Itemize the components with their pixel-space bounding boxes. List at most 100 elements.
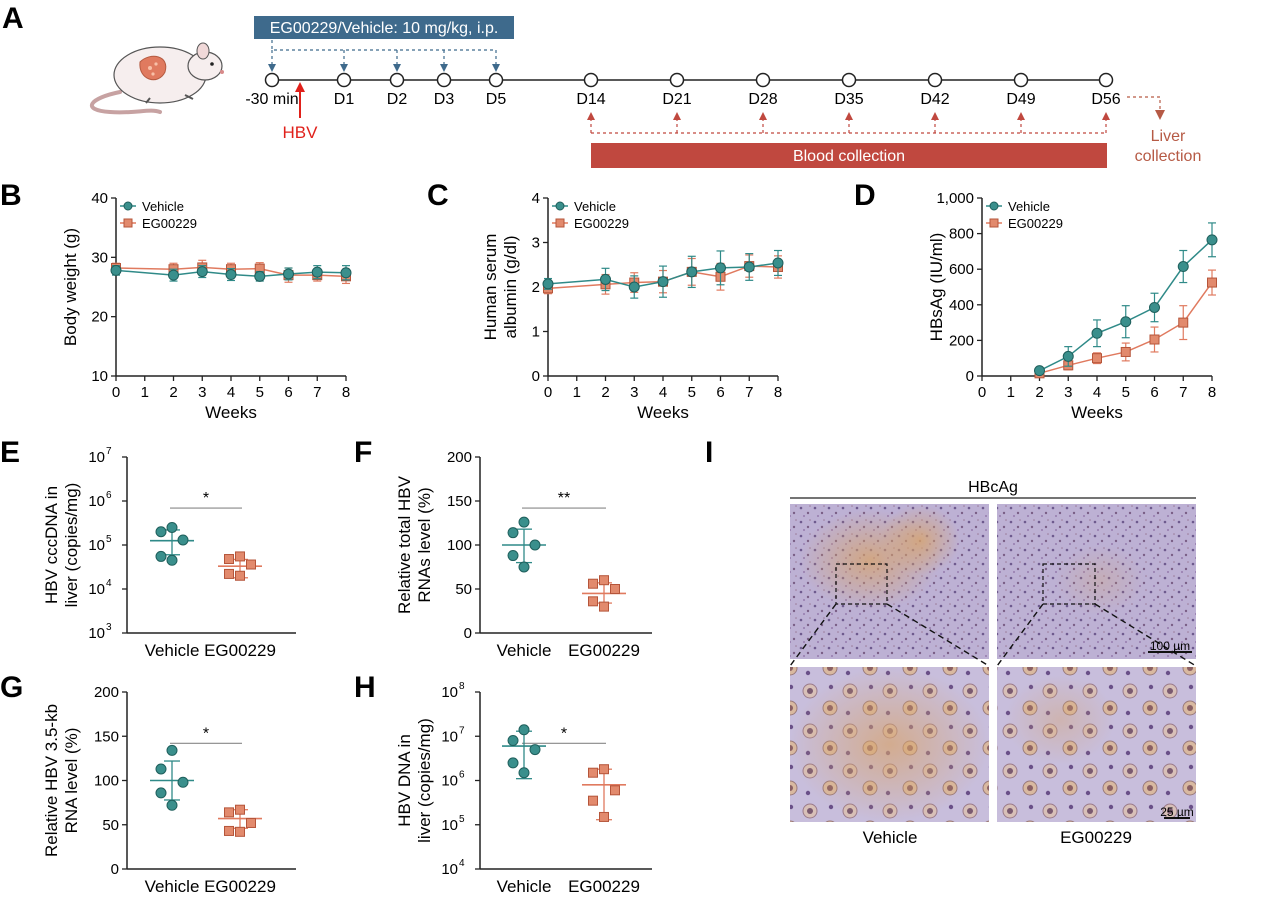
hbv-dna-y-axis-label-1: HBV DNA in — [395, 734, 414, 827]
rna35-y-axis-label-2: RNA level (%) — [62, 728, 81, 834]
hbv-dna-category-label: Vehicle — [497, 877, 552, 896]
hbv-dna-point-eg — [599, 811, 609, 822]
chart-hbsag: 0 1 2 3 4 5 6 7 8 0 200 400 600 800 1,000 Weeks HBsAg (I… — [927, 190, 1218, 422]
total-rna-y-axis-label-1: Relative total HBV — [395, 475, 414, 614]
hbv-dna-point-vehicle — [518, 724, 530, 736]
rna35-point-eg — [235, 826, 245, 837]
body-weight-y-tick-label: 20 — [91, 309, 108, 326]
body-weight-legend-eg: EG00229 — [142, 216, 197, 231]
timepoint-label: D21 — [662, 91, 691, 108]
treatment-arrowhead — [393, 64, 401, 72]
hbsag-y-tick-label: 200 — [949, 332, 974, 349]
cccdna-y-tick-exp: 6 — [106, 490, 112, 501]
blood-arrowhead — [1017, 112, 1025, 120]
panel-i-histology: HBcAg 100 µm 25 µm Vehicle EG00229 — [789, 479, 1197, 847]
albumin-y-tick-label: 4 — [532, 190, 540, 207]
hbsag-y-axis-label: HBsAg (IU/ml) — [927, 233, 946, 342]
total-rna-y-axis-label-2: RNAs level (%) — [415, 487, 434, 602]
hbv-dna-y-tick-base: 10 — [441, 773, 458, 790]
timepoint-node — [927, 72, 943, 88]
timepoint-node — [389, 72, 405, 88]
rna35-y-tick-label: 100 — [94, 773, 119, 790]
rna35-y-tick-label: 0 — [111, 861, 119, 878]
chart-body-weight: 0 1 2 3 4 5 6 7 8 10 20 30 40 Weeks Body weight (g) Veh… — [61, 190, 352, 422]
total-rna-y-tick-label: 0 — [464, 625, 472, 642]
rna35-point-eg — [235, 804, 245, 815]
treatment-arrowhead — [268, 64, 276, 72]
treatment-label-box — [254, 16, 514, 39]
panel-a-timeline: A EG00229/Vehicle: 10 mg/kg, i.p. -30 mi… — [2, 2, 1201, 168]
scale-bar-25: 25 µm — [1160, 805, 1194, 819]
panel-letter-f: F — [354, 436, 372, 469]
cccdna-point-vehicle — [155, 550, 167, 562]
chart-serum-albumin: 0 1 2 3 4 5 6 7 8 0 1 2 3 4 Weeks Human serum albumin (g… — [481, 190, 784, 422]
body-weight-x-tick-label: 4 — [227, 384, 235, 401]
hbv-dna-y-tick-exp: 5 — [459, 814, 465, 825]
body-weight-x-tick-label: 8 — [342, 384, 350, 401]
hbv-dna-y-tick-exp: 4 — [459, 858, 465, 869]
albumin-y-tick-label: 3 — [532, 235, 540, 252]
panel-letter-c: C — [427, 179, 449, 212]
hbsag-point-vehicle — [1149, 301, 1160, 313]
total-rna-point-vehicle — [507, 550, 519, 562]
hbsag-y-tick-label: 400 — [949, 297, 974, 314]
hbsag-point-eg — [1178, 317, 1189, 328]
albumin-point-vehicle — [743, 261, 755, 273]
body-weight-point-vehicle — [110, 264, 122, 276]
cccdna-point-eg — [224, 554, 234, 565]
body-weight-legend-marker — [123, 218, 133, 228]
timepoint-label: D56 — [1091, 91, 1120, 108]
rna35-y-tick-label: 200 — [94, 684, 119, 701]
hbsag-point-eg — [1120, 346, 1131, 357]
hbsag-y-tick-label: 800 — [949, 226, 974, 243]
rna35-point-eg — [224, 807, 234, 818]
panel-letter-e: E — [0, 436, 20, 469]
hbsag-x-tick-label: 5 — [1122, 384, 1130, 401]
hbv-dna-y-axis-label-2: liver (copies/mg) — [415, 718, 434, 843]
body-weight-x-tick-label: 5 — [256, 384, 264, 401]
albumin-x-tick-label: 1 — [573, 384, 581, 401]
body-weight-x-tick-label: 3 — [198, 384, 206, 401]
timepoint-node — [583, 72, 599, 88]
hbsag-y-tick-label: 600 — [949, 261, 974, 278]
panel-letter-a: A — [2, 2, 24, 35]
albumin-y-axis-label-1: Human serum — [481, 234, 500, 341]
hbv-dna-y-tick-exp: 7 — [459, 725, 465, 736]
scale-bar-100: 100 µm — [1150, 639, 1190, 653]
body-weight-x-tick-label: 1 — [141, 384, 149, 401]
rna35-point-eg — [224, 825, 234, 836]
total-rna-point-eg — [588, 596, 598, 607]
timepoint-label: D28 — [748, 91, 777, 108]
hbsag-x-tick-label: 2 — [1035, 384, 1043, 401]
timepoint-label: D2 — [387, 91, 408, 108]
cccdna-point-vehicle — [155, 526, 167, 538]
hbv-dna-y-tick-exp: 8 — [459, 681, 465, 692]
total-rna-y-tick-label: 100 — [447, 537, 472, 554]
total-rna-point-eg — [588, 578, 598, 589]
hbv-dna-category-label: EG00229 — [568, 877, 640, 896]
timepoint-label: -30 min — [245, 91, 298, 108]
cccdna-category-label: Vehicle — [145, 641, 200, 660]
hbv-dna-y-tick-exp: 6 — [459, 770, 465, 781]
hbsag-x-tick-label: 3 — [1064, 384, 1072, 401]
albumin-x-tick-label: 7 — [745, 384, 753, 401]
cccdna-point-eg — [235, 570, 245, 581]
hbv-dna-point-vehicle — [507, 757, 519, 769]
total-rna-point-vehicle — [507, 527, 519, 539]
hbv-dna-point-eg — [588, 767, 598, 778]
albumin-point-vehicle — [628, 281, 640, 293]
blood-arrowhead — [931, 112, 939, 120]
cccdna-point-vehicle — [166, 521, 178, 533]
rna35-y-tick-label: 150 — [94, 728, 119, 745]
albumin-y-tick-label: 1 — [532, 324, 540, 341]
albumin-x-tick-label: 8 — [774, 384, 782, 401]
timepoint-node — [488, 72, 504, 88]
mouse-illustration — [89, 42, 224, 115]
panel-letter-b: B — [0, 179, 22, 212]
hbsag-legend-marker — [989, 201, 999, 211]
cccdna-y-tick-base: 10 — [88, 493, 105, 510]
albumin-x-axis-label: Weeks — [637, 403, 689, 422]
rna35-point-vehicle — [177, 776, 189, 788]
body-weight-point-vehicle — [168, 269, 179, 281]
